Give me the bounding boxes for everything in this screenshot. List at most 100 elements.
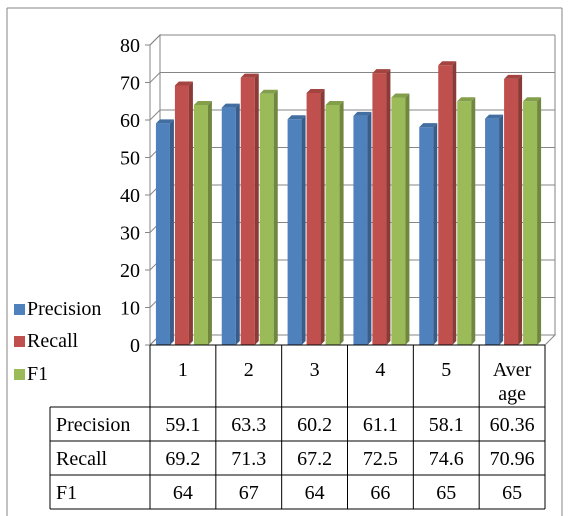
- table-row-header: F1: [56, 482, 77, 504]
- bar-f1-3: [325, 101, 344, 345]
- y-tick-label: 70: [120, 73, 140, 95]
- bar-front: [174, 85, 189, 345]
- bar-recall-2: [240, 73, 259, 345]
- bar-precision-average: [485, 114, 504, 346]
- table-cell: 58.1: [429, 414, 464, 436]
- x-tick-label: age: [498, 383, 526, 405]
- bar-front: [419, 127, 434, 345]
- gridline-side: [149, 109, 161, 121]
- bar-side: [367, 111, 372, 345]
- bar-f1-average: [523, 97, 542, 345]
- x-tick-label: 1: [178, 359, 188, 381]
- bar-front: [353, 115, 368, 345]
- bar-top: [523, 97, 542, 102]
- bar-side: [169, 119, 174, 345]
- bar-side: [254, 73, 259, 345]
- bar-side: [537, 97, 542, 345]
- bar-side: [471, 97, 476, 345]
- legend-item-f1: F1: [14, 363, 48, 385]
- bar-precision-3: [287, 115, 306, 345]
- x-tick-label: 3: [310, 359, 320, 381]
- y-tick-label: 30: [120, 223, 140, 245]
- x-tick-label: 5: [441, 359, 451, 381]
- bar-front: [485, 118, 500, 346]
- table-cell: 67.2: [297, 448, 332, 470]
- bar-top: [240, 73, 259, 78]
- table-cell: 67: [239, 482, 259, 504]
- bar-front: [287, 119, 302, 345]
- legend-swatch: [14, 336, 25, 347]
- table-row-header: Recall: [56, 448, 108, 470]
- y-tick-label: 50: [120, 148, 140, 170]
- table-cell: 71.3: [231, 448, 266, 470]
- bar-front: [372, 73, 387, 345]
- bar-front: [391, 97, 406, 345]
- bars: [155, 61, 542, 346]
- bar-side: [320, 89, 325, 345]
- table-cell: 69.2: [165, 448, 200, 470]
- table-cell: 59.1: [165, 414, 200, 436]
- bar-recall-5: [438, 61, 457, 345]
- table-cell: 64: [173, 482, 193, 504]
- bar-side: [235, 103, 240, 345]
- bar-front: [438, 65, 453, 345]
- x-tick-label: 4: [375, 359, 385, 381]
- bar-side: [386, 69, 391, 345]
- bar-precision-1: [155, 119, 174, 345]
- bar-precision-2: [221, 103, 240, 345]
- bar-top: [504, 74, 523, 79]
- legend-swatch: [14, 304, 25, 315]
- legend: Precision Recall F1: [14, 298, 101, 385]
- bar-top: [485, 114, 504, 119]
- bar-top: [259, 89, 278, 94]
- bar-side: [301, 115, 306, 345]
- legend-label: F1: [27, 363, 48, 385]
- table-cell: 72.5: [363, 448, 398, 470]
- bar-front: [155, 123, 170, 345]
- bar-side: [207, 101, 212, 345]
- y-tick-label: 0: [130, 335, 140, 357]
- bar-top: [174, 81, 193, 86]
- gridline-side: [149, 34, 161, 46]
- bar-recall-1: [174, 81, 193, 345]
- bar-recall-4: [372, 69, 391, 345]
- bar-top: [419, 123, 438, 128]
- bar-f1-1: [193, 101, 212, 345]
- bar-precision-5: [419, 123, 438, 345]
- bar-top: [457, 97, 476, 102]
- table-cell: 61.1: [363, 414, 398, 436]
- bar-front: [259, 93, 274, 345]
- bar-side: [499, 114, 504, 346]
- y-tick-label: 10: [120, 298, 140, 320]
- bar-top: [221, 103, 240, 108]
- bar-side: [433, 123, 438, 345]
- bar-front: [221, 107, 236, 345]
- bar-top: [325, 101, 344, 105]
- table-cell: 70.96: [490, 448, 535, 470]
- bar-f1-5: [457, 97, 476, 345]
- y-tick-label: 60: [120, 110, 140, 132]
- y-tick-label: 20: [120, 260, 140, 282]
- table-cell: 65: [436, 482, 456, 504]
- bar-top: [287, 115, 306, 120]
- bar-front: [306, 93, 321, 345]
- table-cell: 65: [502, 482, 522, 504]
- bar-front: [523, 101, 538, 345]
- bar-top: [438, 61, 457, 66]
- bar-side: [188, 81, 193, 345]
- bar-front: [457, 101, 472, 345]
- bar-top: [155, 119, 174, 124]
- y-tick-label: 80: [120, 35, 140, 57]
- bar-precision-4: [353, 111, 372, 345]
- bar-top: [193, 101, 212, 105]
- bar-top: [306, 89, 325, 93]
- legend-item-recall: Recall: [14, 330, 79, 352]
- bar-top: [372, 69, 391, 74]
- y-tick-label: 40: [120, 185, 140, 207]
- legend-swatch: [14, 369, 25, 380]
- bar-side: [405, 93, 410, 345]
- bar-front: [240, 77, 255, 345]
- x-tick-label: 2: [244, 359, 254, 381]
